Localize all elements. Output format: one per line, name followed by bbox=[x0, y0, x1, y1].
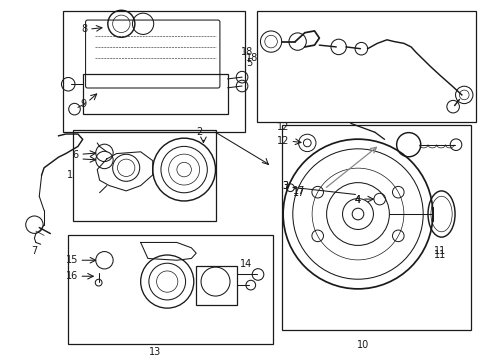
Bar bbox=[73, 130, 215, 221]
Text: 2: 2 bbox=[196, 126, 202, 136]
Bar bbox=[63, 12, 244, 132]
Text: 17: 17 bbox=[292, 186, 305, 196]
Text: 8: 8 bbox=[81, 24, 87, 34]
Text: 11: 11 bbox=[433, 249, 446, 260]
Text: 7: 7 bbox=[31, 246, 38, 256]
Text: 10: 10 bbox=[356, 340, 368, 350]
Text: 17: 17 bbox=[292, 188, 305, 198]
Text: 1: 1 bbox=[67, 170, 73, 180]
Text: 4: 4 bbox=[354, 195, 360, 205]
Text: 12: 12 bbox=[276, 136, 288, 146]
Text: 5: 5 bbox=[245, 58, 252, 68]
Text: 18: 18 bbox=[245, 53, 258, 63]
Text: 11: 11 bbox=[433, 246, 446, 256]
Text: 6: 6 bbox=[73, 150, 79, 160]
Text: 15: 15 bbox=[65, 255, 78, 265]
Text: 9: 9 bbox=[80, 99, 86, 109]
Text: 3: 3 bbox=[282, 181, 288, 190]
Text: 13: 13 bbox=[149, 347, 161, 357]
Text: 14: 14 bbox=[239, 259, 251, 269]
Bar bbox=[256, 12, 475, 122]
Bar bbox=[68, 235, 273, 344]
Bar bbox=[82, 73, 227, 114]
Text: 18: 18 bbox=[241, 47, 253, 57]
Bar bbox=[196, 266, 237, 305]
Text: 4: 4 bbox=[354, 195, 360, 205]
Bar bbox=[282, 125, 469, 329]
Text: 12: 12 bbox=[276, 122, 288, 132]
Text: 3: 3 bbox=[282, 181, 288, 190]
Text: 16: 16 bbox=[65, 271, 78, 281]
